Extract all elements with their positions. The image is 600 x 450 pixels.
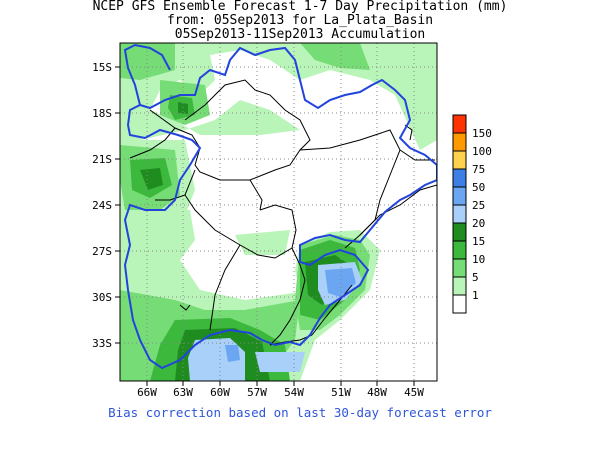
legend-label: 15 (472, 235, 485, 248)
lon-label: 63W (173, 386, 193, 399)
legend-swatch (452, 222, 467, 242)
country-borders (129, 79, 437, 346)
legend-label: 20 (472, 217, 485, 230)
lat-label: 27S (92, 245, 112, 258)
title-line-2: from: 05Sep2013 for La_Plata_Basin (166, 13, 434, 28)
legend-label: 100 (472, 145, 492, 158)
lon-label: 45W (404, 386, 424, 399)
latitude-labels: 15S 18S 21S 24S 27S 30S 33S (92, 61, 112, 350)
lon-label: 51W (331, 386, 351, 399)
lat-label: 15S (92, 61, 112, 74)
legend-swatch (452, 168, 467, 188)
legend-label: 50 (472, 181, 485, 194)
legend-label: 5 (472, 271, 479, 284)
lon-label: 54W (284, 386, 304, 399)
lon-label: 48W (367, 386, 387, 399)
legend-label: 25 (472, 199, 485, 212)
legend-swatch (452, 276, 467, 296)
lon-label: 57W (247, 386, 267, 399)
lat-label: 18S (92, 107, 112, 120)
legend-label: 1 (472, 289, 479, 302)
legend-label: 10 (472, 253, 485, 266)
bias-correction-note: Bias correction based on last 30-day for… (108, 405, 492, 420)
lat-label: 30S (92, 291, 112, 304)
legend-label: 150 (472, 127, 492, 140)
lat-label: 24S (92, 199, 112, 212)
legend-swatch (452, 240, 467, 260)
legend-swatch (452, 186, 467, 206)
legend: 150 100 75 50 25 20 15 10 5 1 (452, 114, 492, 314)
legend-swatch (452, 258, 467, 278)
legend-swatch (452, 204, 467, 224)
axis-ticks (115, 66, 415, 386)
lat-label: 21S (92, 153, 112, 166)
legend-label: 75 (472, 163, 485, 176)
lon-label: 60W (210, 386, 230, 399)
legend-swatch (452, 294, 467, 314)
legend-swatches (452, 114, 467, 314)
legend-swatch (452, 114, 467, 134)
legend-labels: 150 100 75 50 25 20 15 10 5 1 (472, 127, 492, 302)
title-line-3: 05Sep2013-11Sep2013 Accumulation (174, 27, 426, 42)
legend-swatch (452, 150, 467, 170)
lon-label: 66W (137, 386, 157, 399)
lat-label: 33S (92, 337, 112, 350)
legend-swatch (452, 132, 467, 152)
longitude-labels: 66W 63W 60W 57W 54W 51W 48W 45W (137, 386, 424, 399)
title-line-1: NCEP GFS Ensemble Forecast 1-7 Day Preci… (92, 0, 508, 14)
graticule (120, 43, 437, 381)
map-frame (119, 42, 438, 382)
precip-fields (120, 43, 437, 381)
basin-outline (123, 43, 437, 370)
